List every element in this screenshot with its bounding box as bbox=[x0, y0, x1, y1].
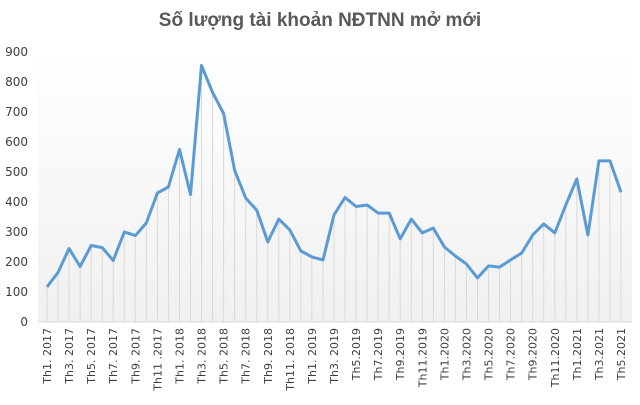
x-tick-label: Th5.2020 bbox=[483, 328, 496, 381]
y-tick-label: 400 bbox=[5, 195, 28, 209]
x-tick-label: Th9.2020 bbox=[527, 328, 540, 381]
x-tick-label: Th3.2021 bbox=[593, 328, 606, 381]
x-tick-label: Th3.2020 bbox=[460, 328, 473, 381]
y-tick-label: 500 bbox=[5, 165, 28, 179]
x-tick-label: Th1.2020 bbox=[438, 328, 451, 381]
chart-title: Số lượng tài khoản NĐTNN mở mới bbox=[159, 10, 481, 31]
x-tick-label: Th11. 2018 bbox=[284, 328, 297, 392]
x-tick-label: Th9. 2017 bbox=[129, 328, 142, 385]
x-tick-label: Th5. 2017 bbox=[85, 328, 98, 385]
x-tick-label: Th1. 2017 bbox=[41, 328, 54, 385]
x-tick-label: Th3. 2017 bbox=[63, 328, 76, 385]
y-tick-label: 900 bbox=[5, 45, 28, 59]
y-tick-label: 0 bbox=[20, 315, 28, 329]
y-tick-label: 800 bbox=[5, 75, 28, 89]
x-tick-label: Th11.2020 bbox=[549, 328, 562, 388]
y-tick-label: 300 bbox=[5, 225, 28, 239]
x-tick-label: Th9. 2018 bbox=[262, 328, 275, 385]
x-tick-label: Th7.2020 bbox=[505, 328, 518, 381]
x-tick-label: Th7. 2018 bbox=[240, 328, 253, 385]
plot-area bbox=[38, 52, 632, 322]
x-tick-label: Th7. 2017 bbox=[107, 328, 120, 385]
x-tick-label: Th5.2019 bbox=[350, 328, 363, 381]
x-tick-label: Th7.2019 bbox=[372, 328, 385, 381]
x-tick-label: Th3. 2019 bbox=[328, 328, 341, 385]
y-tick-label: 600 bbox=[5, 135, 28, 149]
x-tick-label: Th1.2021 bbox=[571, 328, 584, 381]
y-tick-label: 100 bbox=[5, 285, 28, 299]
y-tick-label: 700 bbox=[5, 105, 28, 119]
x-tick-label: Th1. 2018 bbox=[173, 328, 186, 385]
x-tick-label: Th9.2019 bbox=[394, 328, 407, 381]
x-tick-label: Th11.2019 bbox=[416, 328, 429, 388]
x-tick-label: Th1. 2019 bbox=[306, 328, 319, 385]
x-tick-label: Th5. 2018 bbox=[218, 328, 231, 385]
x-tick-label: Th11 .2017 bbox=[151, 328, 164, 392]
x-tick-label: Th5.2021 bbox=[615, 328, 628, 381]
x-tick-label: Th3. 2018 bbox=[196, 328, 209, 385]
y-tick-label: 200 bbox=[5, 255, 28, 269]
